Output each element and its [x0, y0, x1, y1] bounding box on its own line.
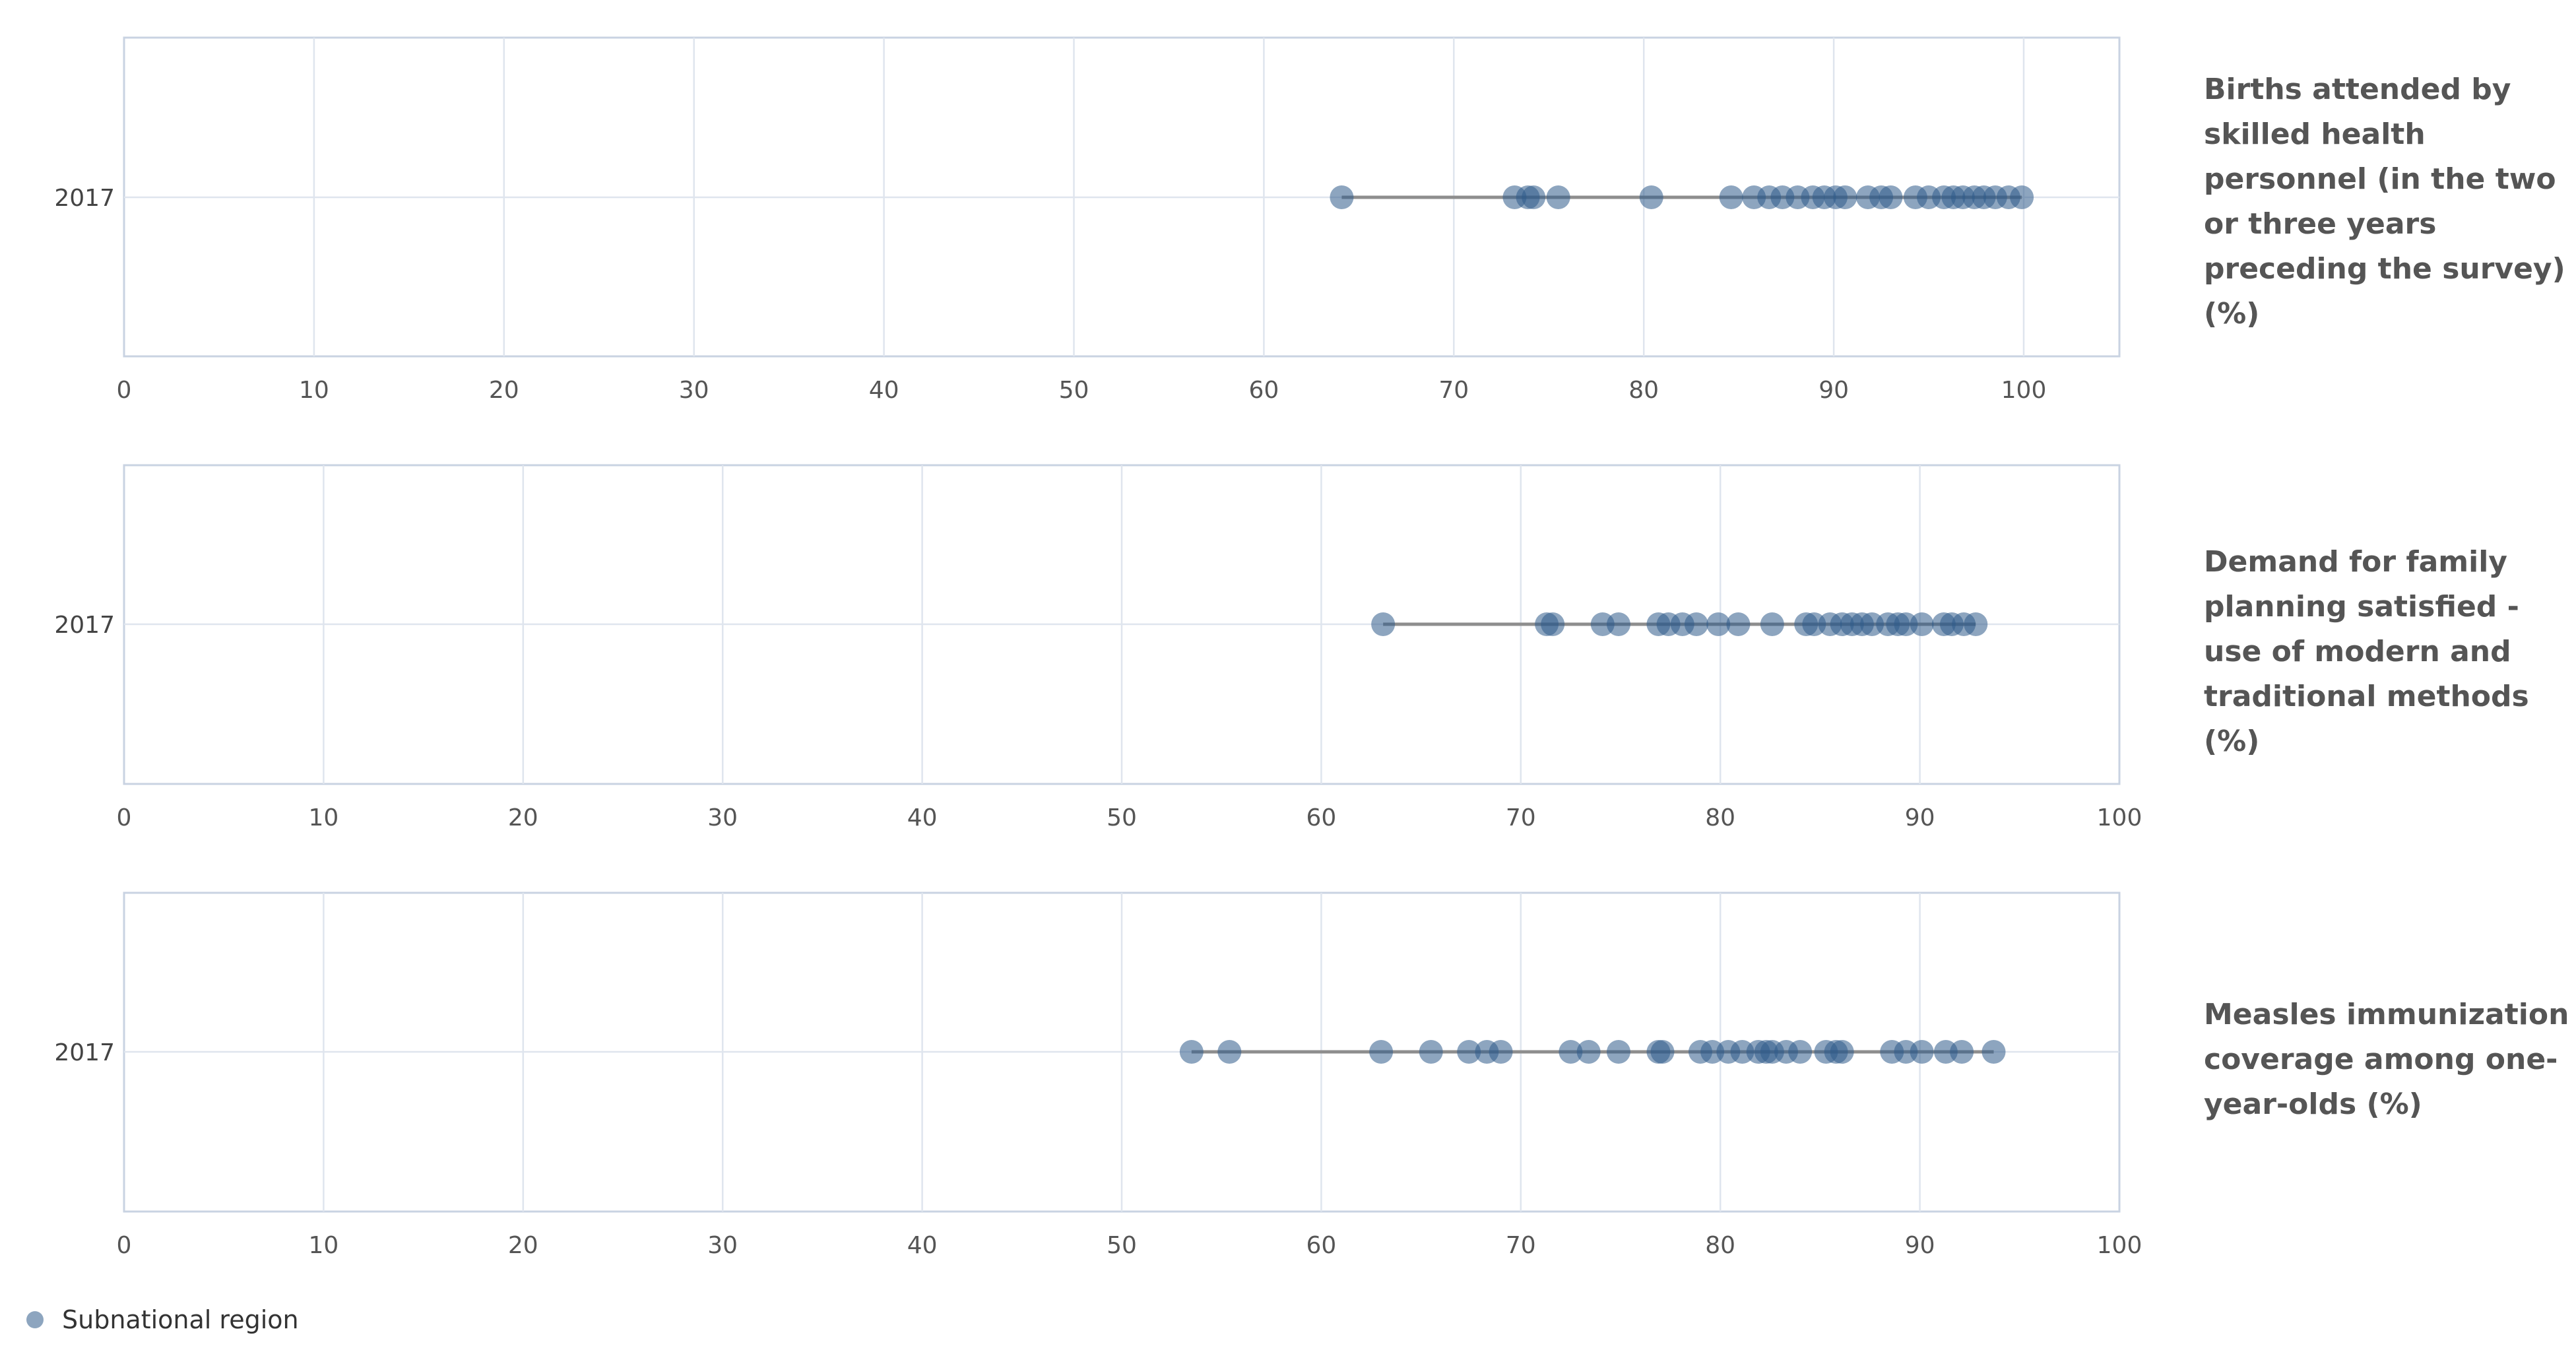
- data-point: [1489, 1040, 1513, 1064]
- x-tick-label: 50: [1059, 377, 1089, 404]
- data-point: [1179, 1040, 1204, 1064]
- data-point: [1419, 1040, 1443, 1064]
- category-label: 2017: [54, 1039, 115, 1066]
- x-tick-label: 10: [308, 1232, 338, 1259]
- x-tick-label: 0: [117, 804, 132, 831]
- data-point: [1650, 1040, 1675, 1064]
- data-point: [1684, 612, 1708, 636]
- panel-2: 0 10 20 30 40 50 60 70 80 90 100 2017: [54, 464, 2142, 831]
- data-point: [1719, 185, 1743, 209]
- data-point: [1950, 1040, 1974, 1064]
- x-tick-label: 60: [1306, 804, 1336, 831]
- data-point: [1606, 1040, 1630, 1064]
- x-tick-label: 50: [1107, 1232, 1137, 1259]
- data-point: [1981, 1040, 2006, 1064]
- data-point: [1576, 1040, 1601, 1064]
- x-tick-label: 100: [2097, 804, 2142, 831]
- x-tick-label: 60: [1248, 377, 1279, 404]
- panel-1: 0 10 20 30 40 50 60 70 80 90 100 2017: [54, 36, 2121, 404]
- data-point: [1726, 612, 1751, 636]
- legend-label: Subnational region: [62, 1305, 299, 1334]
- category-label: 2017: [54, 185, 115, 212]
- x-tick-label: 100: [2001, 377, 2047, 404]
- x-tick-label: 80: [1705, 1232, 1735, 1259]
- panel-title-family-planning: Demand for family planning satisfied - u…: [2204, 545, 2529, 758]
- data-point: [1879, 185, 1903, 209]
- x-tick-label: 20: [508, 1232, 538, 1259]
- x-tick-label: 60: [1306, 1232, 1336, 1259]
- legend-marker-icon: [26, 1311, 44, 1328]
- x-tick-label: 80: [1628, 377, 1659, 404]
- data-point: [1833, 185, 1857, 209]
- x-tick-label: 90: [1905, 804, 1935, 831]
- x-tick-label: 20: [508, 804, 538, 831]
- panel-title-births: Births attended by skilled health person…: [2204, 73, 2565, 331]
- data-point: [1541, 612, 1565, 636]
- x-tick-label: 80: [1705, 804, 1735, 831]
- data-point: [1522, 185, 1546, 209]
- x-tick-label: 10: [308, 804, 338, 831]
- data-point: [1830, 1040, 1854, 1064]
- x-tick-label: 90: [1819, 377, 1849, 404]
- data-point: [1559, 1040, 1583, 1064]
- x-tick-label: 10: [299, 377, 329, 404]
- x-tick-label: 0: [117, 1232, 132, 1259]
- data-point: [1217, 1040, 1242, 1064]
- x-tick-label: 70: [1506, 1232, 1536, 1259]
- x-tick-label: 40: [907, 1232, 938, 1259]
- data-point: [1546, 185, 1570, 209]
- data-point: [1788, 1040, 1813, 1064]
- data-point: [2010, 185, 2034, 209]
- x-tick-label: 30: [707, 1232, 738, 1259]
- x-tick-label: 70: [1438, 377, 1469, 404]
- data-point: [1706, 612, 1731, 636]
- data-point: [1457, 1040, 1481, 1064]
- data-point: [1910, 612, 1934, 636]
- data-point: [1369, 1040, 1394, 1064]
- data-point: [1371, 612, 1396, 636]
- x-tick-label: 40: [907, 804, 938, 831]
- legend[interactable]: Subnational region: [26, 1305, 299, 1334]
- x-tick-label: 90: [1905, 1232, 1935, 1259]
- x-tick-label: 0: [117, 377, 132, 404]
- x-tick-label: 20: [489, 377, 519, 404]
- data-point: [1964, 612, 1988, 636]
- x-tick-label: 40: [869, 377, 899, 404]
- data-point: [1910, 1040, 1934, 1064]
- category-label: 2017: [54, 612, 115, 639]
- data-point: [1330, 185, 1354, 209]
- x-tick-label: 50: [1107, 804, 1137, 831]
- panel-3: 0 10 20 30 40 50 60 70 80 90 100 2017: [54, 891, 2142, 1259]
- x-tick-label: 30: [679, 377, 709, 404]
- data-point: [1606, 612, 1630, 636]
- x-tick-label: 100: [2097, 1232, 2142, 1259]
- data-point: [1639, 185, 1663, 209]
- x-tick-label: 30: [707, 804, 738, 831]
- panel-title-measles: Measles immunization coverage among one-…: [2204, 998, 2569, 1121]
- data-point: [1760, 612, 1784, 636]
- x-tick-label: 70: [1506, 804, 1536, 831]
